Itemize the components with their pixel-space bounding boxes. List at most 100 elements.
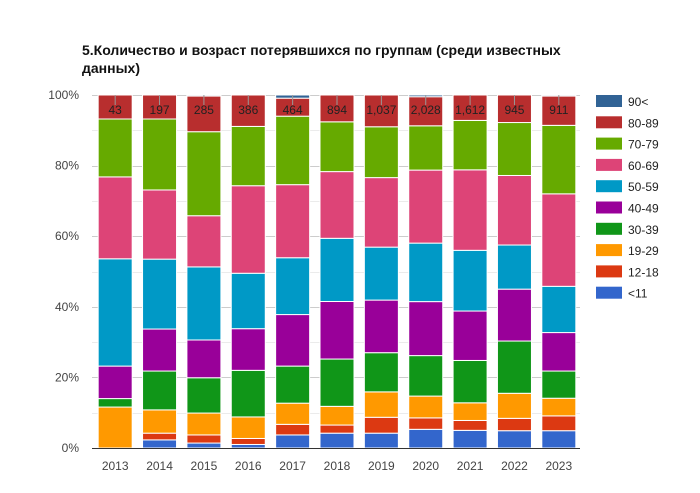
bar-segment-2014-<11 — [142, 439, 178, 449]
bar-segment-2015-40-49 — [186, 339, 222, 379]
legend-swatch — [596, 137, 622, 150]
chart-title: 5.Количество и возраст потерявшихся по г… — [82, 42, 561, 76]
legend-swatch — [596, 244, 622, 257]
bar-segment-2016-12-18 — [230, 437, 266, 445]
y-tick-label: 80% — [55, 159, 79, 173]
bar-segment-2019-12-18 — [363, 416, 399, 434]
total-label: 894 — [327, 103, 347, 117]
bar-segment-2013-30-39 — [97, 398, 133, 408]
bar-segment-2019-19-29 — [363, 391, 399, 418]
total-label: 285 — [194, 103, 214, 117]
x-tick-label: 2020 — [412, 459, 439, 473]
bar-segment-2014-50-59 — [142, 258, 178, 330]
bar-segment-2020-<11 — [408, 428, 444, 449]
bar-segment-2015-19-29 — [186, 412, 222, 436]
total-label: 2,028 — [411, 103, 441, 117]
y-tick-label: 40% — [55, 300, 79, 314]
legend-label: 12-18 — [628, 265, 659, 279]
bar-segment-2014-40-49 — [142, 328, 178, 372]
bar-segment-2016-30-39 — [230, 369, 266, 418]
bar-segment-2015-<11 — [186, 442, 222, 449]
bar-segment-2023-40-49 — [541, 332, 577, 372]
bar-segment-2023-19-29 — [541, 397, 577, 417]
bar-segment-2019-40-49 — [363, 299, 399, 354]
bar-segment-2023-12-18 — [541, 415, 577, 432]
x-tick-label: 2016 — [235, 459, 262, 473]
x-tick-label: 2021 — [457, 459, 484, 473]
bar-segment-2022-19-29 — [496, 392, 532, 419]
bar-segment-2014-60-69 — [142, 189, 178, 260]
bar-segment-2017-40-49 — [275, 314, 311, 367]
bar-segment-2018-60-69 — [319, 171, 355, 239]
legend-label: 60-69 — [628, 159, 659, 173]
total-label: 945 — [504, 103, 524, 117]
total-label: 1,612 — [455, 103, 485, 117]
total-label: 197 — [150, 103, 170, 117]
bar-segment-2022-<11 — [496, 430, 532, 449]
bar-segment-2023-70-79 — [541, 124, 577, 195]
legend-swatch — [596, 95, 622, 107]
y-tick-label: 60% — [55, 229, 79, 243]
bar-segment-2021-12-18 — [452, 419, 488, 431]
bar-segment-2015-50-59 — [186, 266, 222, 341]
bar-segment-2016-60-69 — [230, 185, 266, 274]
bar-segment-2022-70-79 — [496, 122, 532, 176]
bar-segment-2017-50-59 — [275, 257, 311, 316]
bar-segment-2016-19-29 — [230, 416, 266, 439]
bar-segment-2013-60-69 — [97, 176, 133, 260]
legend-label: 80-89 — [628, 116, 659, 130]
legend-label: 90< — [628, 95, 648, 109]
legend-label: 70-79 — [628, 138, 659, 152]
bar-segment-2014-12-18 — [142, 432, 178, 441]
bar-segment-2022-12-18 — [496, 417, 532, 432]
bar-segment-2021-19-29 — [452, 402, 488, 421]
bar-segment-2022-30-39 — [496, 340, 532, 394]
x-tick-label: 2013 — [102, 459, 129, 473]
bar-segment-2016-70-79 — [230, 125, 266, 187]
bar-segment-2021-60-69 — [452, 169, 488, 251]
bar-segment-2020-70-79 — [408, 125, 444, 171]
bar-segment-2020-50-59 — [408, 242, 444, 303]
bar-segment-2021-70-79 — [452, 119, 488, 171]
legend-swatch — [596, 286, 622, 299]
total-labels: 43 197 285 386 464 894 1,037 2,028 1,612 945 911 — [109, 95, 569, 117]
bar-segment-2023-30-39 — [541, 370, 577, 399]
bar-segment-2018-70-79 — [319, 121, 355, 173]
bar-segment-2014-30-39 — [142, 370, 178, 411]
bar-segment-2018-50-59 — [319, 237, 355, 303]
legend-swatch — [596, 180, 622, 193]
legend-swatch — [596, 158, 622, 171]
bar-segment-2014-19-29 — [142, 409, 178, 434]
bar-segment-2017-30-39 — [275, 365, 311, 404]
bar-segment-2013-70-79 — [97, 118, 133, 178]
bar-segment-2023-<11 — [541, 430, 577, 449]
bar-segment-2017-<11 — [275, 434, 311, 449]
bar-segment-2023-60-69 — [541, 193, 577, 287]
x-tick-label: 2022 — [501, 459, 528, 473]
legend-swatch — [596, 116, 622, 129]
bar-segment-2015-30-39 — [186, 377, 222, 414]
legend: 90< 80-89 70-79 60-69 50-59 40-49 30-39 19-29 12… — [596, 95, 659, 301]
bar-segment-2018-40-49 — [319, 301, 355, 360]
bar-segment-2017-70-79 — [275, 115, 311, 186]
bar-segment-2022-40-49 — [496, 288, 532, 342]
total-label: 43 — [109, 103, 123, 117]
bar-segment-2020-19-29 — [408, 395, 444, 419]
bar-segment-2019-30-39 — [363, 352, 399, 393]
bar-segment-2018-30-39 — [319, 358, 355, 407]
bar-segment-2018-<11 — [319, 432, 355, 449]
total-label: 464 — [283, 103, 303, 117]
legend-label: 30-39 — [628, 223, 659, 237]
bar-segment-2020-60-69 — [408, 169, 444, 244]
bar-segment-2021-30-39 — [452, 359, 488, 404]
bar-segment-2021-40-49 — [452, 310, 488, 361]
y-tick-label: 20% — [55, 370, 79, 384]
bar-segment-2023-50-59 — [541, 285, 577, 334]
bar-segment-2016-<11 — [230, 443, 266, 449]
legend-swatch — [596, 201, 622, 214]
bar-segment-2015-12-18 — [186, 434, 222, 444]
y-axis-ticks: 0% 20% 40% 60% 80% 100% — [48, 88, 79, 455]
x-tick-label: 2015 — [191, 459, 218, 473]
x-tick-label: 2014 — [146, 459, 173, 473]
